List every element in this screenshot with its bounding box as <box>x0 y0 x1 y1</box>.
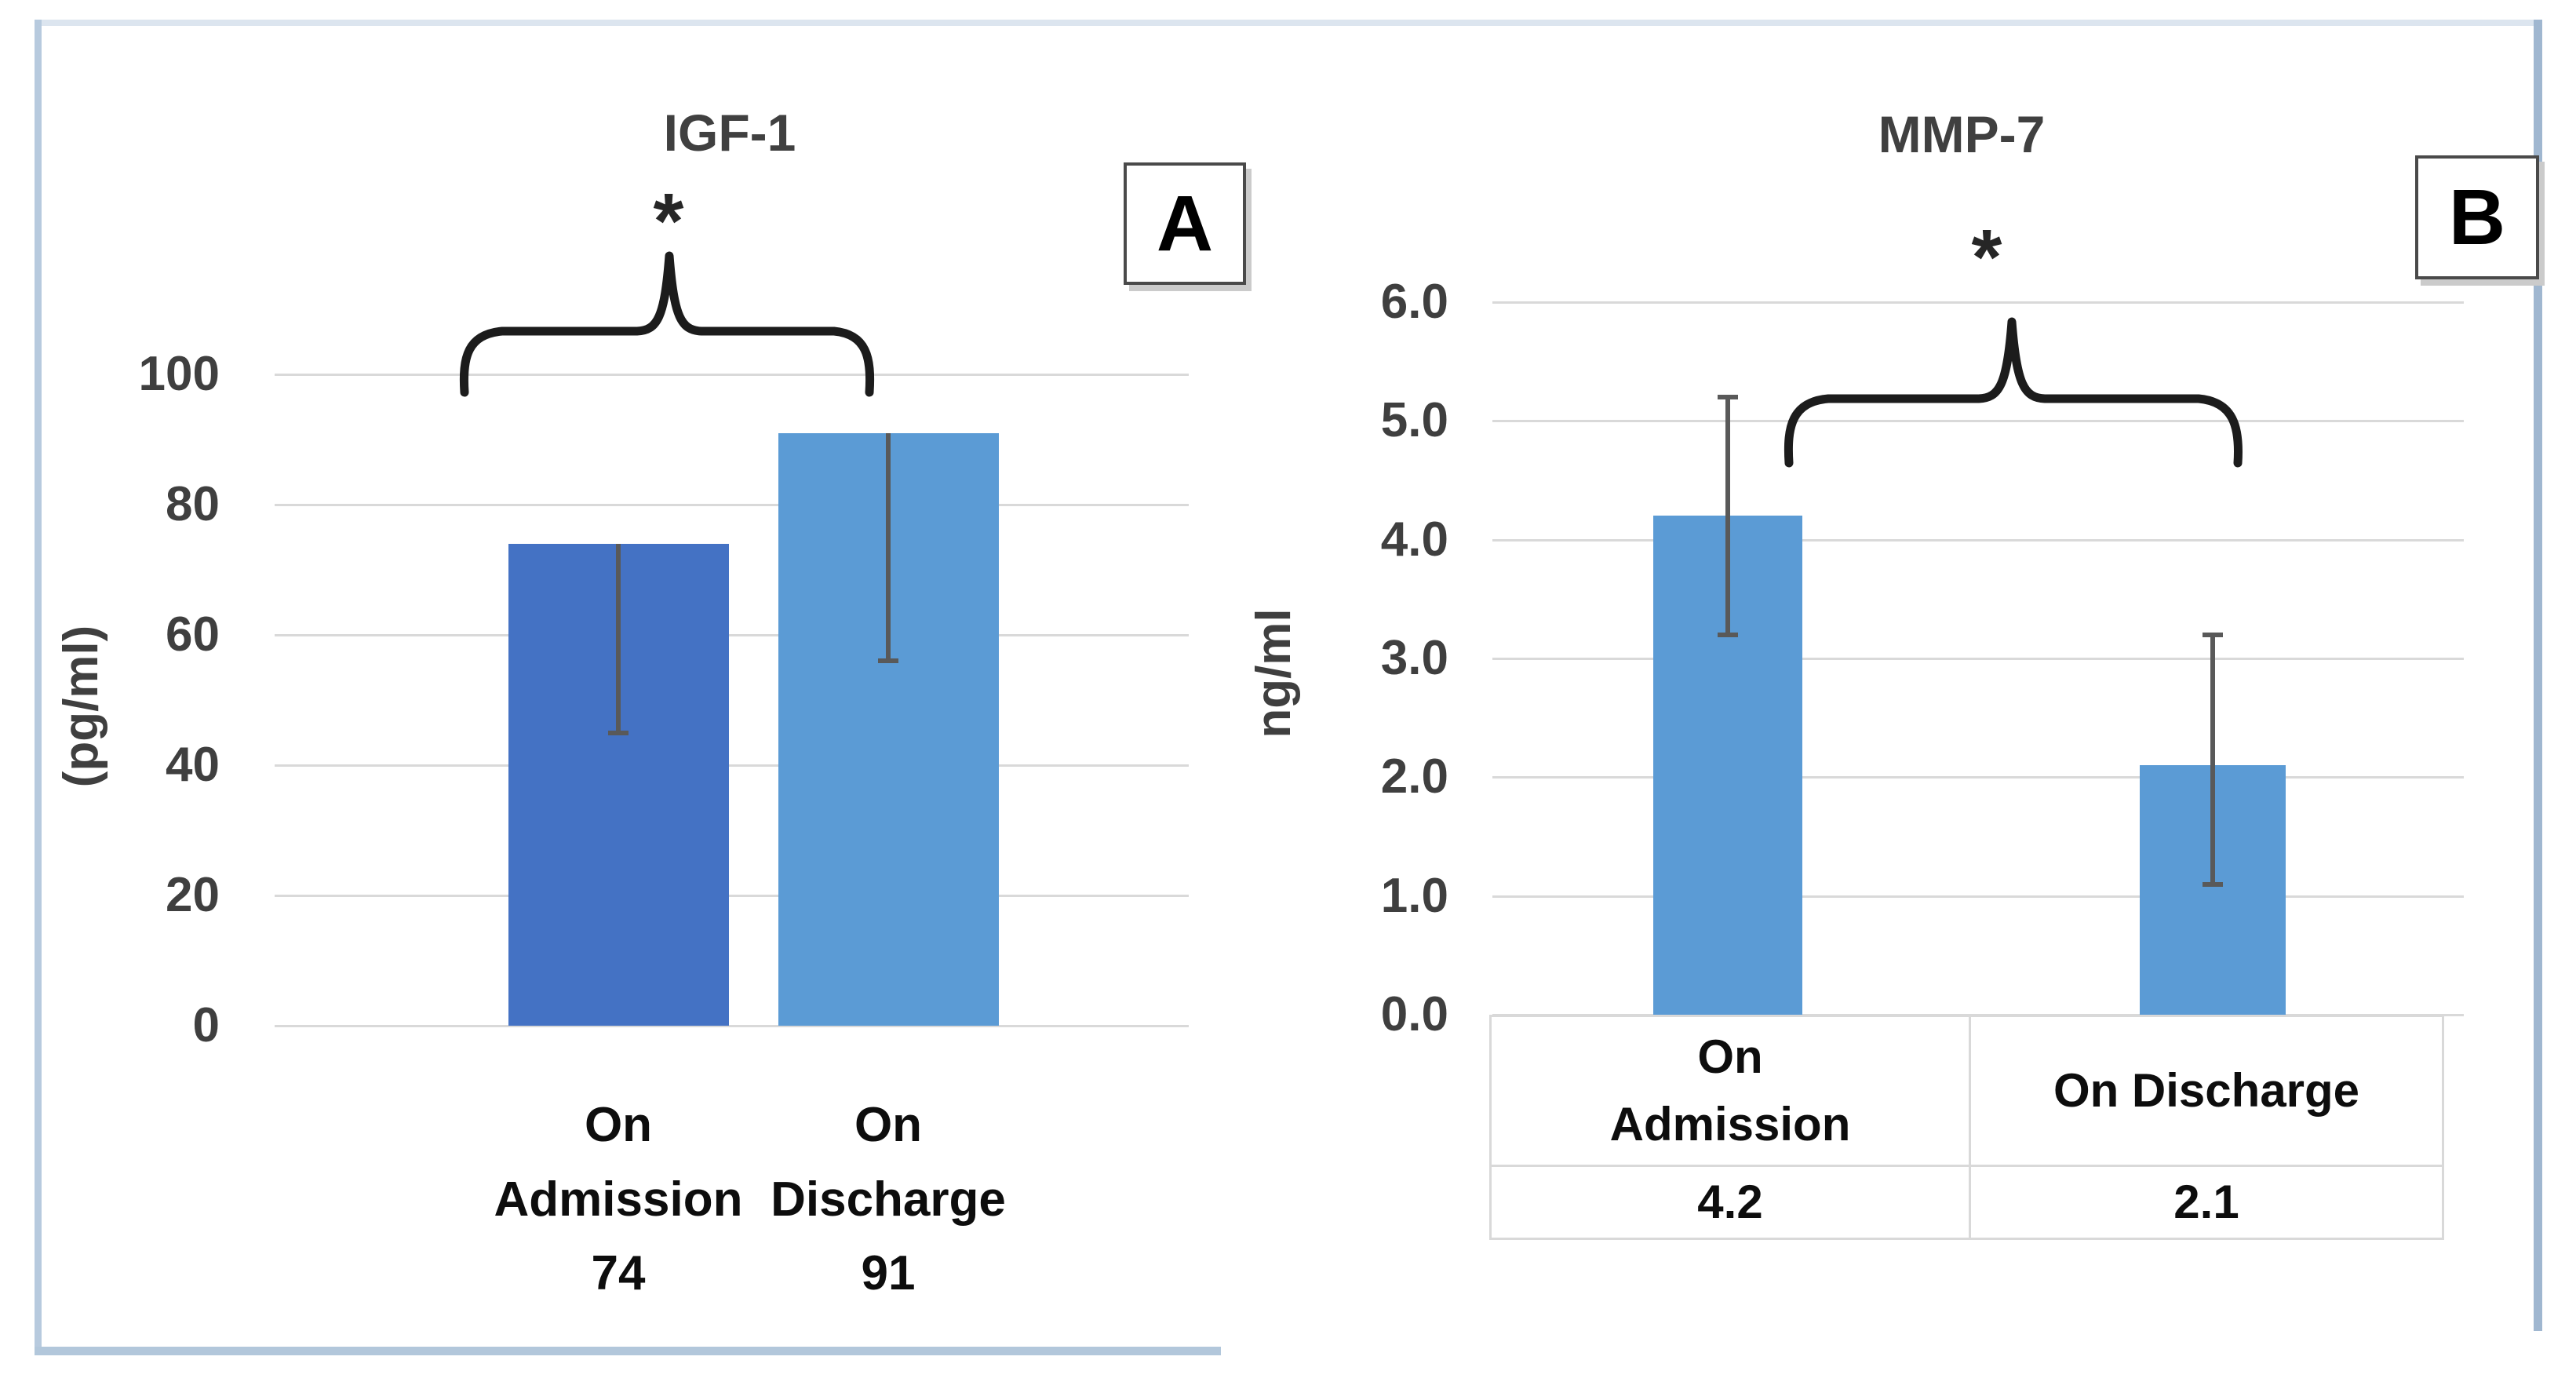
gridline-1.0 <box>1492 895 2464 898</box>
y-tick-label: 0 <box>192 998 220 1052</box>
figure-border-top <box>36 20 2541 26</box>
bar-on-admission <box>508 543 729 1026</box>
y-tick-label: 40 <box>166 738 220 792</box>
panel-b-label-box: B <box>2415 155 2539 279</box>
error-bar <box>616 543 621 733</box>
bar-on-discharge <box>2140 765 2286 1015</box>
panel-a-significance-asterisk: * <box>653 177 684 265</box>
table-header-discharge: On Discharge <box>1971 1017 2442 1167</box>
bar-on-discharge <box>778 432 999 1026</box>
y-tick-label: 1.0 <box>1380 868 1448 923</box>
gridline-80 <box>275 504 1189 506</box>
error-bar <box>2210 634 2215 884</box>
panel-a-y-axis-title: (pg/ml) <box>54 625 108 788</box>
table-value-admission: 4.2 <box>1492 1167 1971 1238</box>
error-bar-cap-bottom <box>1718 632 1738 637</box>
y-tick-label: 5.0 <box>1380 393 1448 448</box>
figure-border-right <box>2534 20 2542 1331</box>
gridline-100 <box>275 374 1189 376</box>
gridline-5.0 <box>1492 420 2464 423</box>
table-value-discharge: 2.1 <box>2173 1176 2239 1228</box>
panel-b-y-axis-title: ng/ml <box>1247 608 1301 738</box>
gridline-40 <box>275 764 1189 767</box>
panel-a-value-admission: 74 <box>591 1246 646 1300</box>
gridline-3.0 <box>1492 658 2464 660</box>
panel-b-significance-asterisk: * <box>1971 213 2002 301</box>
y-tick-label: 0.0 <box>1380 987 1448 1041</box>
error-bar <box>1725 397 1730 635</box>
gridline-6.0 <box>1492 301 2464 304</box>
y-tick-label: 3.0 <box>1380 631 1448 685</box>
panel-a-category-discharge: On Discharge <box>771 1098 1006 1227</box>
y-tick-label: 20 <box>166 868 220 922</box>
panel-a-label: A <box>1156 179 1214 268</box>
error-bar <box>886 432 891 662</box>
figure-border-bottom <box>35 1347 1221 1355</box>
gridline-60 <box>275 634 1189 636</box>
error-bar-cap-bottom <box>608 730 629 735</box>
error-bar-cap-bottom <box>878 658 898 664</box>
gridline-20 <box>275 895 1189 897</box>
y-tick-label: 2.0 <box>1380 749 1448 804</box>
panel-b-label: B <box>2448 173 2506 261</box>
y-tick-label: 4.0 <box>1380 512 1448 567</box>
y-tick-label: 100 <box>138 347 220 401</box>
panel-b-title: MMP-7 <box>1878 105 2046 163</box>
y-tick-label: 6.0 <box>1380 275 1448 330</box>
panel-a-label-box: A <box>1124 162 1246 285</box>
gridline-2.0 <box>1492 776 2464 779</box>
panel-b-data-table: On Admission On Discharge 4.2 2.1 <box>1489 1015 2444 1240</box>
table-header-admission: On Admission <box>1492 1017 1971 1167</box>
figure-border-left <box>35 20 42 1355</box>
error-bar-cap-top <box>2203 632 2223 637</box>
y-tick-label: 80 <box>166 477 220 531</box>
panel-a-category-admission: On Admission <box>494 1098 743 1227</box>
gridline-0 <box>275 1025 1189 1027</box>
error-bar-cap-bottom <box>2203 881 2223 887</box>
panel-a-value-discharge: 91 <box>861 1246 916 1300</box>
panel-a-title: IGF-1 <box>663 104 796 162</box>
gridline-4.0 <box>1492 538 2464 541</box>
bar-on-admission <box>1653 516 1802 1015</box>
error-bar-cap-top <box>1718 395 1738 400</box>
y-tick-label: 60 <box>166 607 220 662</box>
